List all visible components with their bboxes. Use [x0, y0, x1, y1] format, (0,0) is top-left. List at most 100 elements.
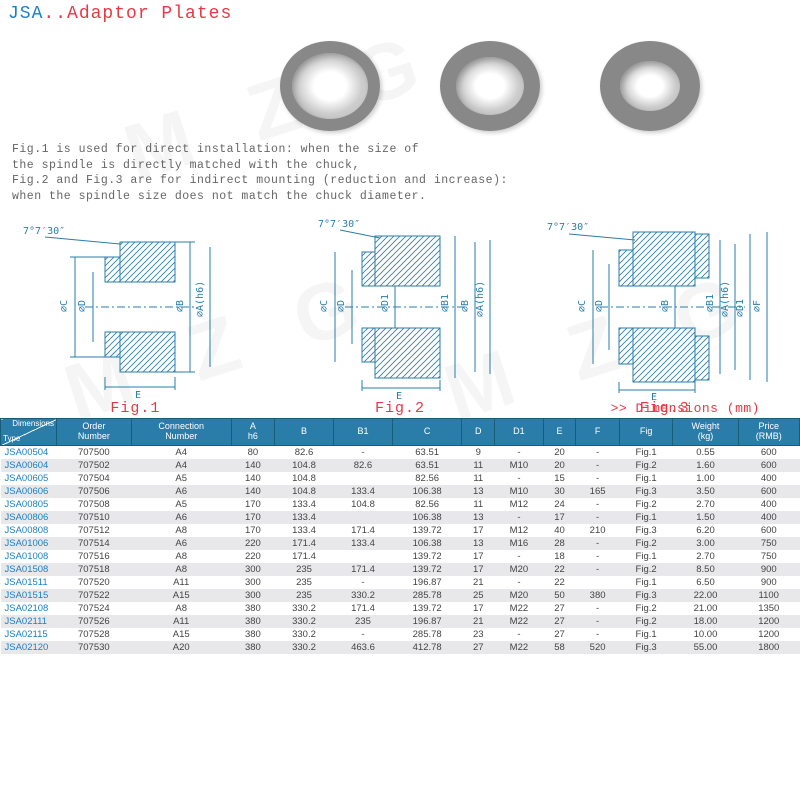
cell: M20	[495, 563, 543, 576]
cell: 55.00	[673, 641, 738, 654]
cell: JSA01006	[1, 537, 57, 550]
cell: 82.56	[392, 498, 461, 511]
cell: 58	[543, 641, 576, 654]
cell: 285.78	[392, 628, 461, 641]
cell: 11	[462, 472, 495, 485]
cell: 17	[462, 563, 495, 576]
cell: 170	[231, 498, 274, 511]
cell: 104.8	[275, 472, 334, 485]
cell: 106.38	[392, 485, 461, 498]
cell: -	[576, 445, 619, 459]
cell: -	[495, 511, 543, 524]
cell: 22	[543, 563, 576, 576]
svg-text:⌀D: ⌀D	[336, 300, 347, 312]
cell: 330.2	[333, 589, 392, 602]
cell: 707504	[57, 472, 132, 485]
cell: 520	[576, 641, 619, 654]
cell: A8	[131, 524, 231, 537]
cell: 2.70	[673, 498, 738, 511]
cell: A11	[131, 576, 231, 589]
cell: A5	[131, 472, 231, 485]
cell: Fig.1	[619, 576, 673, 589]
th: F	[576, 419, 619, 446]
cell: 140	[231, 459, 274, 472]
cell: 40	[543, 524, 576, 537]
cell: Fig.1	[619, 445, 673, 459]
cell	[333, 550, 392, 563]
cell: 1.50	[673, 511, 738, 524]
cell: 300	[231, 563, 274, 576]
cell: 707530	[57, 641, 132, 654]
cell: 220	[231, 550, 274, 563]
cell: Fig.1	[619, 628, 673, 641]
cell: JSA00806	[1, 511, 57, 524]
cell: M12	[495, 498, 543, 511]
th: OrderNumber	[57, 419, 132, 446]
cell: 600	[738, 524, 799, 537]
cell: 17	[462, 602, 495, 615]
cell: 13	[462, 537, 495, 550]
cell: 220	[231, 537, 274, 550]
cell: M22	[495, 615, 543, 628]
cell: 139.72	[392, 563, 461, 576]
cell: Fig.2	[619, 459, 673, 472]
cell: 707520	[57, 576, 132, 589]
cell: 24	[543, 498, 576, 511]
cell: 28	[543, 537, 576, 550]
cell: 1.60	[673, 459, 738, 472]
svg-text:⌀D: ⌀D	[77, 300, 88, 312]
svg-text:⌀B: ⌀B	[460, 300, 471, 312]
cell: 80	[231, 445, 274, 459]
cell: Fig.2	[619, 615, 673, 628]
th: C	[392, 419, 461, 446]
table-row: JSA00806707510A6170133.4106.3813-17-Fig.…	[1, 511, 800, 524]
cell: 330.2	[275, 615, 334, 628]
title-code: JSA	[8, 4, 43, 24]
table-row: JSA00808707512A8170133.4171.4139.7217M12…	[1, 524, 800, 537]
th: B	[275, 419, 334, 446]
svg-text:⌀A(h6): ⌀A(h6)	[475, 281, 486, 317]
table-row: JSA00606707506A6140104.8133.4106.3813M10…	[1, 485, 800, 498]
cell: -	[495, 628, 543, 641]
cell	[333, 511, 392, 524]
cell: JSA02120	[1, 641, 57, 654]
cell: -	[333, 445, 392, 459]
cell: 23	[462, 628, 495, 641]
cell: 21.00	[673, 602, 738, 615]
cell: M22	[495, 641, 543, 654]
svg-text:⌀A(h6): ⌀A(h6)	[195, 281, 206, 317]
cell: 21	[462, 615, 495, 628]
cell: A8	[131, 602, 231, 615]
cell: 104.8	[333, 498, 392, 511]
cell: 133.4	[275, 511, 334, 524]
cell: 82.6	[333, 459, 392, 472]
cell: JSA00504	[1, 445, 57, 459]
cell: A5	[131, 498, 231, 511]
table-row: JSA02120707530A20380330.2463.6412.7827M2…	[1, 641, 800, 654]
cell: 13	[462, 485, 495, 498]
cell: M10	[495, 485, 543, 498]
cell: -	[495, 550, 543, 563]
cell: -	[495, 576, 543, 589]
cell: 1100	[738, 589, 799, 602]
cell: 139.72	[392, 602, 461, 615]
cell: 300	[231, 589, 274, 602]
cell: Fig.2	[619, 498, 673, 511]
cell: 235	[275, 589, 334, 602]
cell: JSA02108	[1, 602, 57, 615]
cell: Fig.1	[619, 511, 673, 524]
cell: A15	[131, 628, 231, 641]
cell: 900	[738, 563, 799, 576]
cell: JSA00805	[1, 498, 57, 511]
diagram-fig1: 7°7′30″ ⌀C ⌀D ⌀B ⌀A(h6) E Fig.1	[15, 212, 255, 417]
cell: 707506	[57, 485, 132, 498]
cell: M12	[495, 524, 543, 537]
cell: Fig.3	[619, 589, 673, 602]
cell: 10.00	[673, 628, 738, 641]
cell: 82.56	[392, 472, 461, 485]
cell: M20	[495, 589, 543, 602]
photo-fig2	[425, 36, 555, 136]
cell: 412.78	[392, 641, 461, 654]
cell: -	[576, 615, 619, 628]
cell: M22	[495, 602, 543, 615]
